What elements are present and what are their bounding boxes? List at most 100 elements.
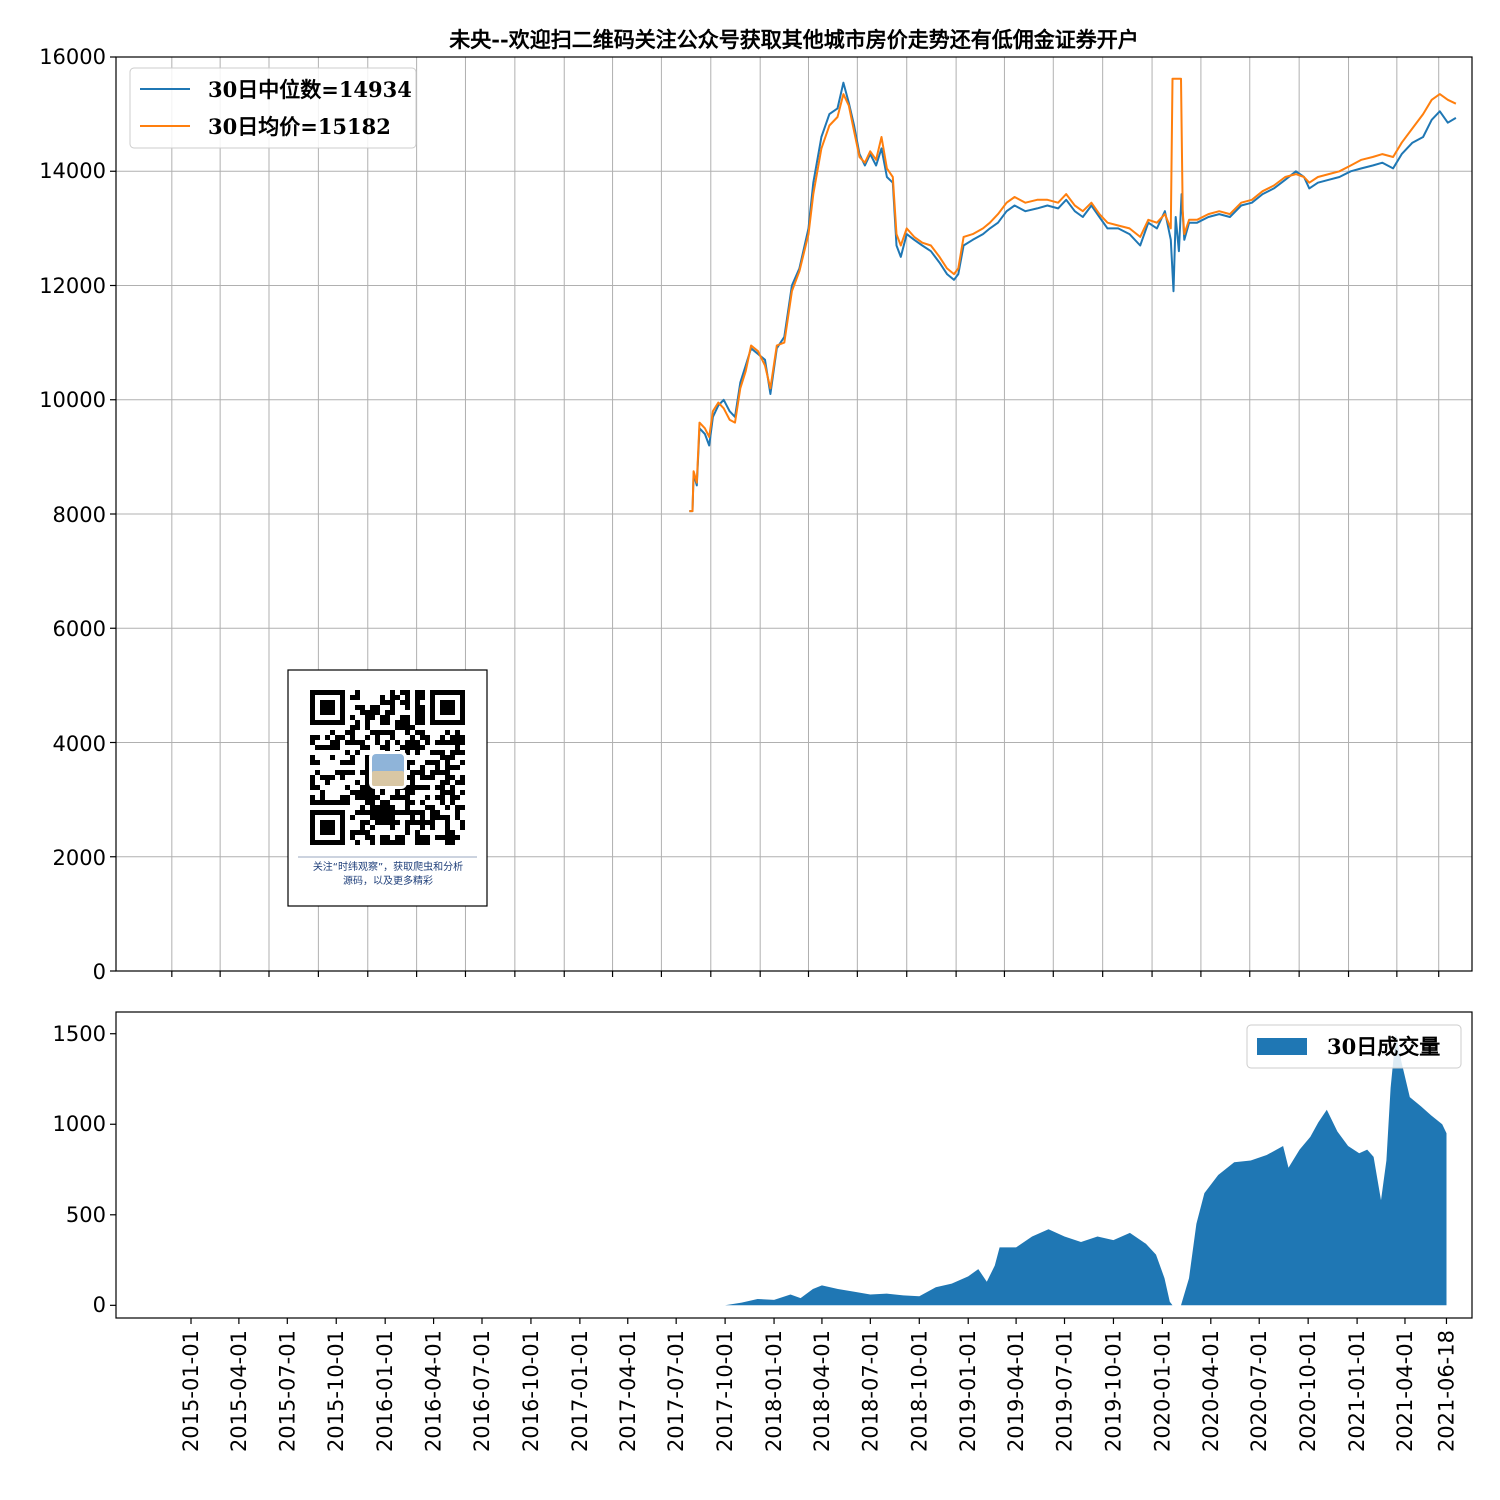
volume-x-tick-label: 2021-06-18 bbox=[1434, 1330, 1458, 1452]
qr-module bbox=[395, 835, 400, 840]
qr-module bbox=[340, 770, 345, 775]
qr-module bbox=[390, 805, 395, 810]
qr-module bbox=[340, 800, 345, 805]
qr-module bbox=[385, 800, 390, 805]
qr-module bbox=[450, 755, 455, 760]
qr-module bbox=[405, 720, 410, 725]
volume-x-tick-label: 2015-01-01 bbox=[179, 1330, 203, 1452]
volume-y-tick-0: 0 bbox=[93, 1293, 106, 1317]
qr-module bbox=[420, 825, 425, 830]
qr-module bbox=[370, 825, 375, 830]
price-y-axis: 0 2000 4000 6000 8000 10000 12000 14000 … bbox=[39, 45, 106, 984]
qr-module bbox=[445, 730, 450, 735]
qr-module bbox=[375, 795, 380, 800]
qr-module bbox=[365, 755, 370, 760]
qr-module bbox=[425, 840, 430, 845]
qr-module bbox=[385, 805, 390, 810]
qr-module bbox=[310, 775, 315, 780]
qr-module bbox=[360, 740, 365, 745]
qr-module bbox=[420, 765, 425, 770]
volume-x-tick-label: 2019-01-01 bbox=[956, 1330, 980, 1452]
qr-module bbox=[420, 840, 425, 845]
qr-module bbox=[355, 695, 360, 700]
qr-module bbox=[365, 790, 370, 795]
volume-y-tick-1500: 1500 bbox=[53, 1022, 106, 1046]
qr-module bbox=[435, 740, 440, 745]
volume-x-tick-label: 2020-07-01 bbox=[1247, 1330, 1271, 1452]
qr-module bbox=[425, 795, 430, 800]
qr-module bbox=[410, 770, 415, 775]
qr-module bbox=[430, 770, 435, 775]
qr-module bbox=[375, 805, 380, 810]
volume-x-tick-label: 2020-04-01 bbox=[1199, 1330, 1223, 1452]
qr-module bbox=[420, 810, 425, 815]
volume-x-tick-label: 2017-04-01 bbox=[616, 1330, 640, 1452]
qr-module bbox=[385, 740, 390, 745]
qr-module bbox=[450, 840, 455, 845]
volume-x-tick-label: 2020-10-01 bbox=[1296, 1330, 1320, 1452]
qr-module bbox=[455, 730, 460, 735]
volume-x-tick-label: 2018-01-01 bbox=[762, 1330, 786, 1452]
qr-module bbox=[350, 740, 355, 745]
volume-x-tick-label: 2018-07-01 bbox=[858, 1330, 882, 1452]
qr-module bbox=[415, 835, 420, 840]
qr-module bbox=[350, 735, 355, 740]
qr-module bbox=[450, 735, 455, 740]
qr-module bbox=[415, 705, 420, 710]
qr-module bbox=[430, 750, 435, 755]
qr-module bbox=[410, 785, 415, 790]
qr-module bbox=[440, 835, 445, 840]
qr-module bbox=[365, 715, 370, 720]
qr-module bbox=[390, 700, 395, 705]
qr-module bbox=[405, 795, 410, 800]
qr-module bbox=[405, 800, 410, 805]
qr-code-card: 关注“时纬观察”，获取爬虫和分析 源码，以及更多精彩 bbox=[287, 669, 488, 907]
qr-module bbox=[450, 835, 455, 840]
qr-module bbox=[445, 840, 450, 845]
qr-module bbox=[340, 775, 345, 780]
qr-module bbox=[375, 820, 380, 825]
qr-module bbox=[345, 800, 350, 805]
qr-module bbox=[455, 795, 460, 800]
qr-module bbox=[370, 730, 375, 735]
volume-x-tick-label: 2019-10-01 bbox=[1101, 1330, 1125, 1452]
qr-module bbox=[445, 835, 450, 840]
qr-module bbox=[365, 835, 370, 840]
price-y-tick-4000: 4000 bbox=[53, 732, 106, 756]
qr-module bbox=[440, 795, 445, 800]
qr-module bbox=[455, 780, 460, 785]
qr-module bbox=[425, 735, 430, 740]
qr-module bbox=[455, 810, 460, 815]
qr-module bbox=[355, 750, 360, 755]
average-price-line bbox=[689, 77, 1457, 513]
qr-module bbox=[455, 805, 460, 810]
qr-module bbox=[450, 775, 455, 780]
qr-module bbox=[315, 785, 320, 790]
qr-module bbox=[360, 810, 365, 815]
qr-module bbox=[355, 705, 360, 710]
qr-module bbox=[355, 725, 360, 730]
qr-module bbox=[385, 840, 390, 845]
qr-module bbox=[420, 745, 425, 750]
qr-module bbox=[430, 825, 435, 830]
qr-module bbox=[410, 740, 415, 745]
qr-module bbox=[360, 770, 365, 775]
volume-x-tick-label: 2015-10-01 bbox=[324, 1330, 348, 1452]
qr-module bbox=[430, 815, 435, 820]
qr-module bbox=[375, 735, 380, 740]
qr-module bbox=[310, 755, 315, 760]
qr-module bbox=[420, 815, 425, 820]
qr-module bbox=[370, 715, 375, 720]
qr-module bbox=[360, 830, 365, 835]
qr-module bbox=[395, 720, 400, 725]
qr-module bbox=[405, 695, 410, 700]
qr-module bbox=[415, 770, 420, 775]
qr-module bbox=[385, 730, 390, 735]
qr-module bbox=[405, 730, 410, 735]
price-plot-frame bbox=[115, 56, 1473, 972]
volume-x-tick-label: 2018-04-01 bbox=[810, 1330, 834, 1452]
qr-module bbox=[360, 785, 365, 790]
qr-module bbox=[445, 740, 450, 745]
qr-module bbox=[455, 745, 460, 750]
median-price-line bbox=[689, 81, 1457, 513]
